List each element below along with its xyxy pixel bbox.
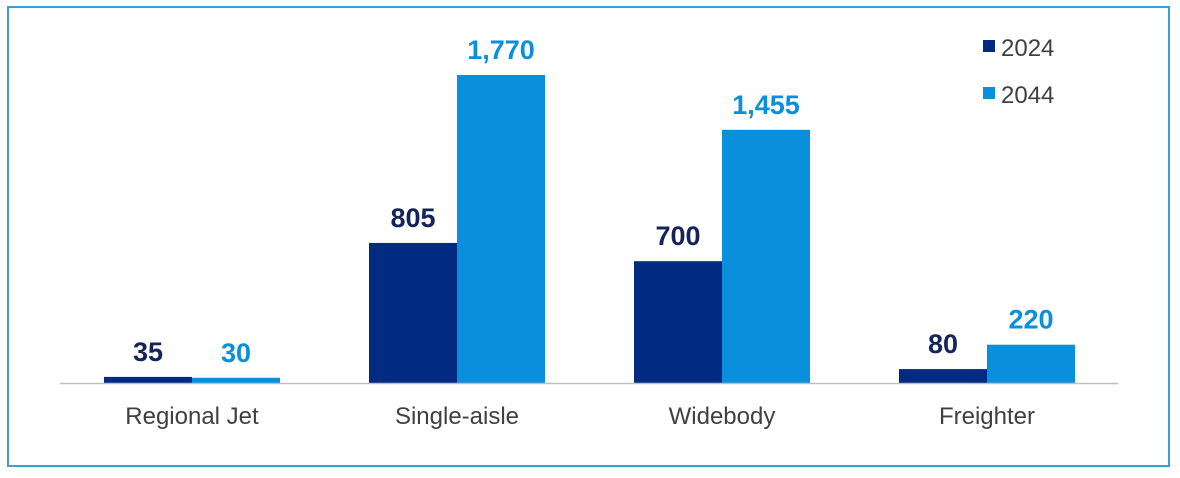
bar-single-aisle-2024: [369, 242, 457, 383]
x-tick-label-single-aisle: Single-aisle: [395, 403, 519, 430]
bar-freighter-2044: [987, 344, 1075, 383]
data-label-regional-jet-2044: 30: [221, 338, 251, 368]
bar-regional-jet-2024: [104, 376, 192, 383]
bar-freighter-2024: [899, 369, 987, 383]
bar-single-aisle-2044: [457, 75, 545, 383]
x-tick-label-regional-jet: Regional Jet: [125, 403, 259, 430]
data-label-freighter-2024: 80: [928, 329, 958, 359]
legend-swatch-2044: [983, 87, 995, 99]
bar-regional-jet-2044: [192, 377, 280, 383]
legend-label-2024: 2024: [1001, 35, 1054, 62]
bars-layer: [104, 75, 1075, 383]
data-label-widebody-2024: 700: [655, 221, 700, 251]
data-labels-layer: 35 30 805 1,770 700 1,455 80 220: [133, 35, 1054, 368]
data-label-widebody-2044: 1,455: [732, 90, 800, 120]
chart-frame: [7, 6, 1170, 467]
x-tick-label-freighter: Freighter: [939, 403, 1035, 430]
data-label-regional-jet-2024: 35: [133, 337, 163, 367]
data-label-freighter-2044: 220: [1008, 305, 1053, 335]
bar-widebody-2024: [634, 261, 722, 383]
legend-label-2044: 2044: [1001, 82, 1054, 109]
data-label-single-aisle-2024: 805: [390, 203, 435, 233]
legend: 2024 2044: [983, 35, 1054, 109]
legend-swatch-2024: [983, 40, 995, 52]
bar-widebody-2044: [722, 129, 810, 383]
data-label-single-aisle-2044: 1,770: [467, 35, 535, 65]
x-tick-label-widebody: Widebody: [669, 403, 776, 430]
x-tick-labels: Regional Jet Single-aisle Widebody Freighte…: [125, 403, 1035, 430]
